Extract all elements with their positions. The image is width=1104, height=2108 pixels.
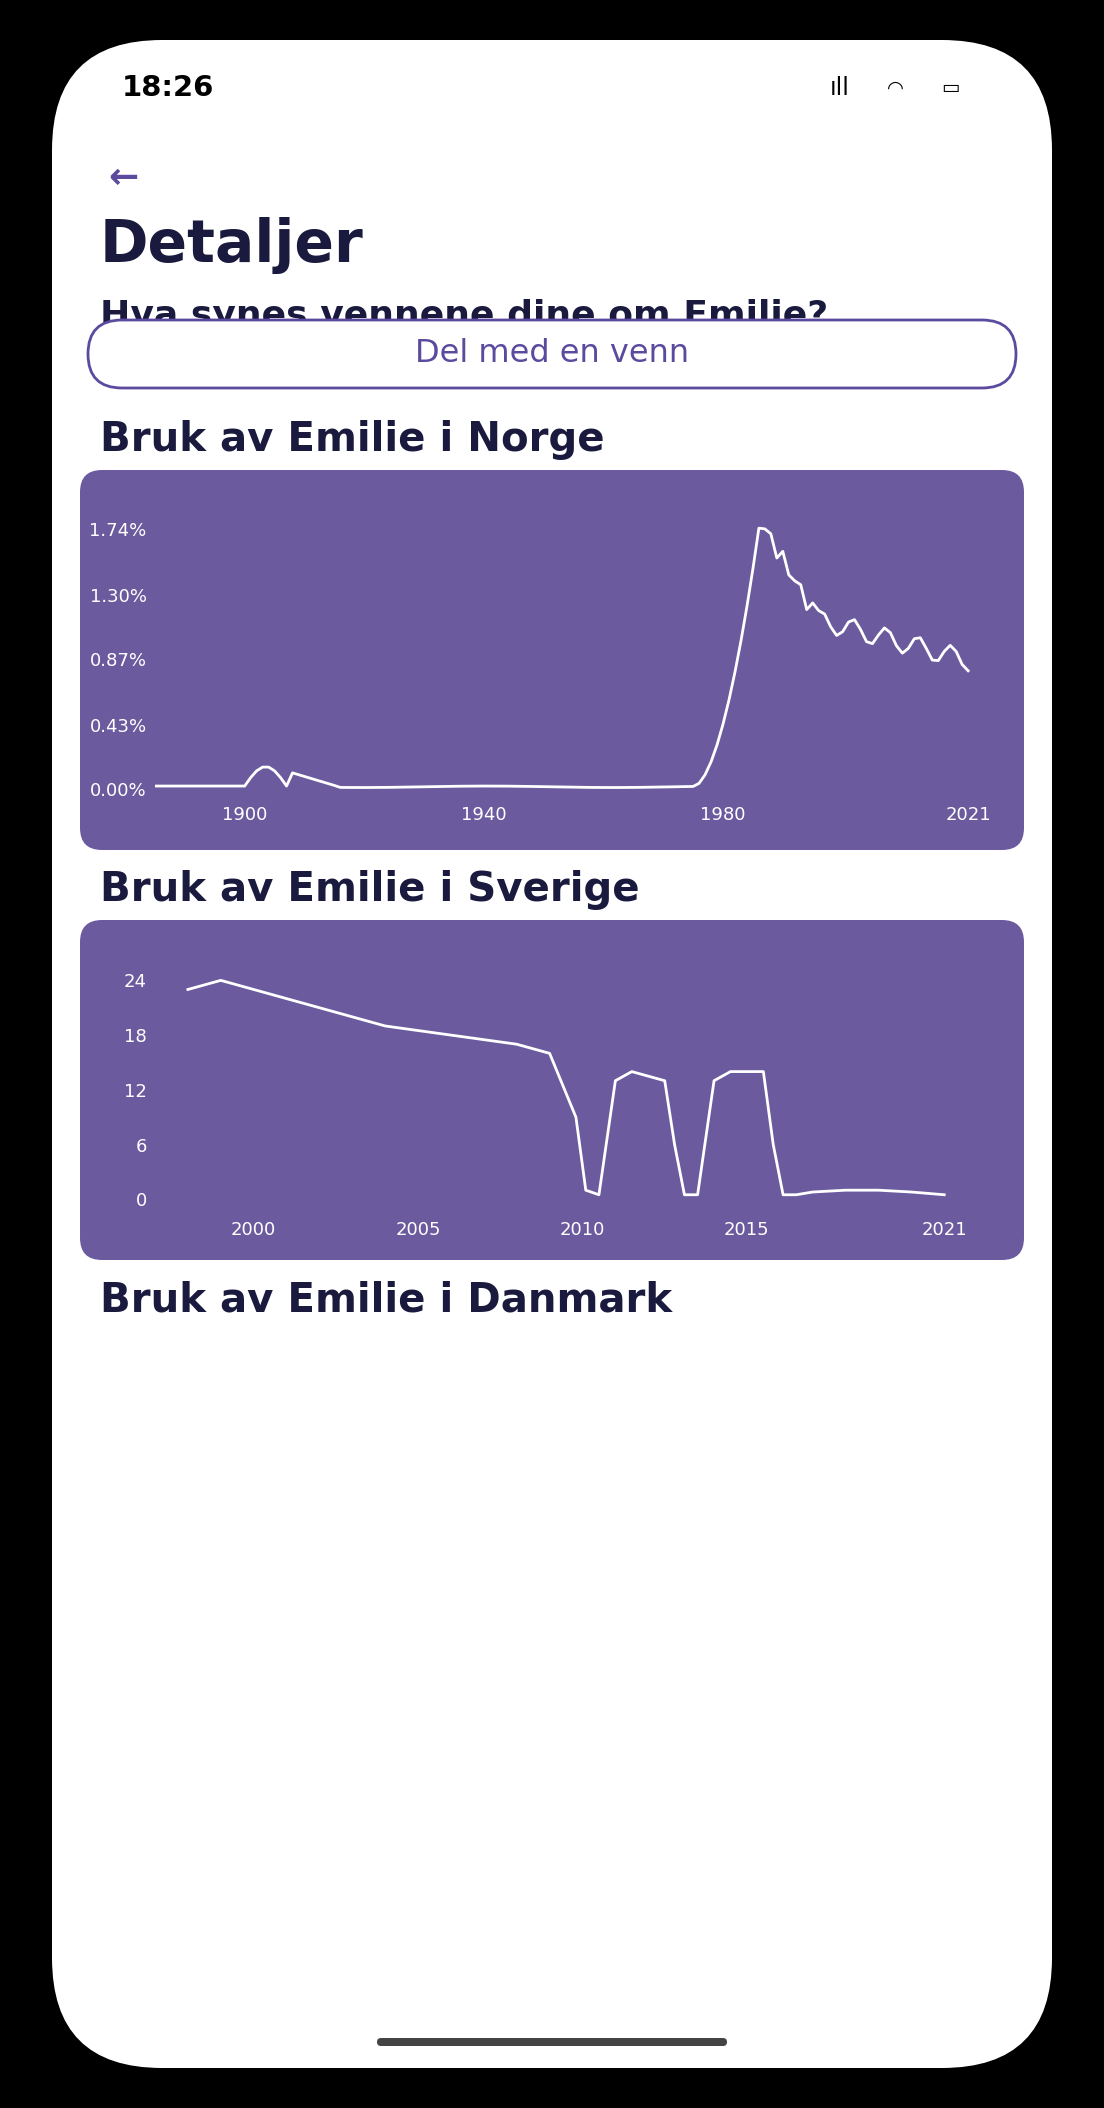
FancyBboxPatch shape: [79, 919, 1025, 1261]
Text: Bruk av Emilie i Norge: Bruk av Emilie i Norge: [100, 419, 605, 460]
Text: ıll: ıll: [830, 76, 850, 99]
Text: ▭: ▭: [941, 78, 959, 97]
FancyBboxPatch shape: [52, 40, 1052, 2068]
Text: ◠: ◠: [887, 78, 903, 97]
Text: Bruk av Emilie i Sverige: Bruk av Emilie i Sverige: [100, 871, 639, 911]
Text: Bruk av Emilie i Danmark: Bruk av Emilie i Danmark: [100, 1280, 672, 1320]
FancyBboxPatch shape: [79, 470, 1025, 850]
FancyBboxPatch shape: [88, 320, 1016, 388]
FancyBboxPatch shape: [376, 2038, 728, 2047]
Text: ←: ←: [108, 160, 138, 196]
Text: Del med en venn: Del med en venn: [415, 339, 689, 369]
Text: Hva synes vennene dine om Emilie?: Hva synes vennene dine om Emilie?: [100, 299, 828, 333]
Text: 18:26: 18:26: [121, 74, 214, 101]
Text: Detaljer: Detaljer: [100, 217, 363, 274]
